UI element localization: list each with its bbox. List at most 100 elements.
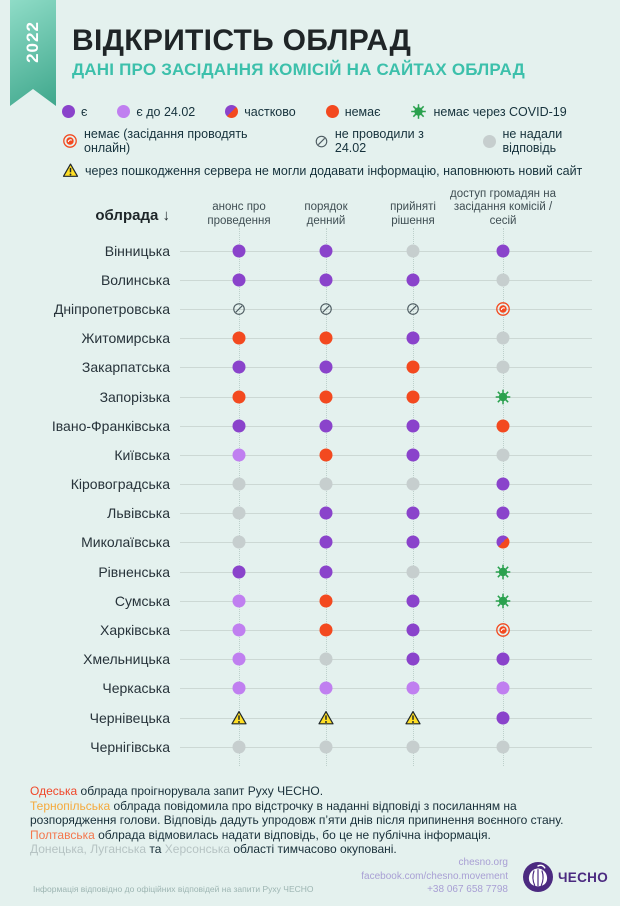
status-present-icon xyxy=(406,594,420,608)
row-line xyxy=(180,425,592,427)
footnote-text: Полтавська xyxy=(30,827,95,842)
row-line xyxy=(180,542,592,544)
status-no-answer-icon xyxy=(232,740,246,754)
row-line xyxy=(180,250,592,252)
footnotes: Одеська облрада проігнорувала запит Руху… xyxy=(30,784,596,857)
status-not-held-icon xyxy=(406,301,421,316)
region-label: Закарпатська xyxy=(81,359,170,376)
row-line xyxy=(180,338,592,340)
region-label: Черкаська xyxy=(102,680,170,697)
row-line xyxy=(180,454,592,456)
status-no-answer-icon xyxy=(496,273,510,287)
status-present-icon xyxy=(319,506,333,520)
status-no-answer-icon xyxy=(496,448,510,462)
status-none-icon xyxy=(319,331,333,345)
status-until-2402-icon xyxy=(496,681,510,695)
row-line xyxy=(180,396,592,398)
row-line xyxy=(180,279,592,281)
no-answer-icon xyxy=(483,134,497,148)
legend-row-1: є є до 24.02 частково немає немає через COVI… xyxy=(62,103,607,120)
column-guide xyxy=(326,228,327,766)
status-present-icon xyxy=(319,360,333,374)
status-present-icon xyxy=(406,419,420,433)
legend-item: не проводили з 24.02 xyxy=(314,127,446,155)
status-no-answer-icon xyxy=(232,506,246,520)
status-server-damage-icon xyxy=(231,709,248,726)
table-row: Хмельницька xyxy=(0,645,620,674)
table-body: Вінницька Волинська Дніпропетровська Житоми… xyxy=(0,236,620,761)
region-label: Запорізька xyxy=(99,388,170,405)
status-until-2402-icon xyxy=(319,681,333,695)
table-row: Рівненська xyxy=(0,557,620,586)
status-until-2402-icon xyxy=(232,623,246,637)
status-no-answer-icon xyxy=(496,331,510,345)
contact-info: chesno.org facebook.com/chesno.movement … xyxy=(361,856,508,897)
status-no-answer-icon xyxy=(406,565,420,579)
table-row: Київська xyxy=(0,440,620,469)
table-row: Черкаська xyxy=(0,674,620,703)
column-header: прийняті рішення xyxy=(390,201,436,227)
region-label: Житомирська xyxy=(81,330,170,347)
status-no-answer-icon xyxy=(319,652,333,666)
footnote-text: Донецька, Луганська xyxy=(30,842,147,857)
row-line xyxy=(180,659,592,661)
status-until-2402-icon xyxy=(232,594,246,608)
status-covid-icon xyxy=(495,592,512,609)
server-damage-icon xyxy=(62,162,79,179)
status-online-icon xyxy=(495,622,511,638)
status-partial-icon xyxy=(496,535,510,549)
status-present-icon xyxy=(319,244,333,258)
footnote-text: Херсонська xyxy=(164,842,231,857)
region-label: Львівська xyxy=(107,505,170,522)
legend-item: є xyxy=(62,105,87,119)
status-present-icon xyxy=(406,448,420,462)
status-present-icon xyxy=(496,506,510,520)
status-present-icon xyxy=(406,273,420,287)
status-no-answer-icon xyxy=(319,477,333,491)
table-row-header: облрада ↓ xyxy=(95,207,170,224)
table-row: Чернівецька xyxy=(0,703,620,732)
row-line xyxy=(180,717,592,719)
chesno-logo-text: ЧЕСНО xyxy=(558,870,608,885)
status-until-2402-icon xyxy=(232,681,246,695)
table-row: Дніпропетровська xyxy=(0,294,620,323)
status-no-answer-icon xyxy=(406,244,420,258)
none-icon xyxy=(325,105,339,118)
status-covid-icon xyxy=(495,388,512,405)
status-no-answer-icon xyxy=(406,740,420,754)
row-line xyxy=(180,630,592,632)
table-row: Кіровоградська xyxy=(0,470,620,499)
covid-icon xyxy=(410,103,427,120)
row-line xyxy=(180,513,592,515)
page-title: ВІДКРИТІСТЬ ОБЛРАД xyxy=(72,24,412,57)
page-subtitle: ДАНІ ПРО ЗАСІДАННЯ КОМІСІЙ НА САЙТАХ ОБЛ… xyxy=(72,60,525,79)
region-label: Хмельницька xyxy=(83,651,170,668)
row-line xyxy=(180,308,592,310)
legend-item: через пошкодження сервера не могли додав… xyxy=(62,162,582,179)
footnote-text: області тимчасово окуповані. xyxy=(230,842,397,857)
region-label: Волинська xyxy=(100,271,170,288)
phone-number: +38 067 658 7798 xyxy=(427,884,508,895)
row-line xyxy=(180,600,592,602)
status-server-damage-icon xyxy=(405,709,422,726)
row-line xyxy=(180,688,592,690)
status-no-answer-icon xyxy=(496,360,510,374)
legend-item: немає (засідання проводять онлайн) xyxy=(62,127,276,155)
status-no-answer-icon xyxy=(232,535,246,549)
table-row: Івано-Франківська xyxy=(0,411,620,440)
table-row: Волинська xyxy=(0,265,620,294)
status-present-icon xyxy=(496,244,510,258)
column-guide xyxy=(239,228,240,766)
status-none-icon xyxy=(319,390,333,404)
table-row: Житомирська xyxy=(0,324,620,353)
partial-icon xyxy=(225,105,239,118)
footnote: Донецька, Луганська та Херсонська област… xyxy=(30,842,596,857)
region-label: Харківська xyxy=(100,622,170,639)
legend-item: частково xyxy=(225,105,296,119)
status-present-icon xyxy=(406,535,420,549)
status-present-icon xyxy=(406,331,420,345)
footnote-text: облрада відмовилась надати відповідь, бо… xyxy=(94,827,491,842)
status-none-icon xyxy=(232,331,246,345)
table-row: Чернігівська xyxy=(0,732,620,761)
table-row: Сумська xyxy=(0,586,620,615)
